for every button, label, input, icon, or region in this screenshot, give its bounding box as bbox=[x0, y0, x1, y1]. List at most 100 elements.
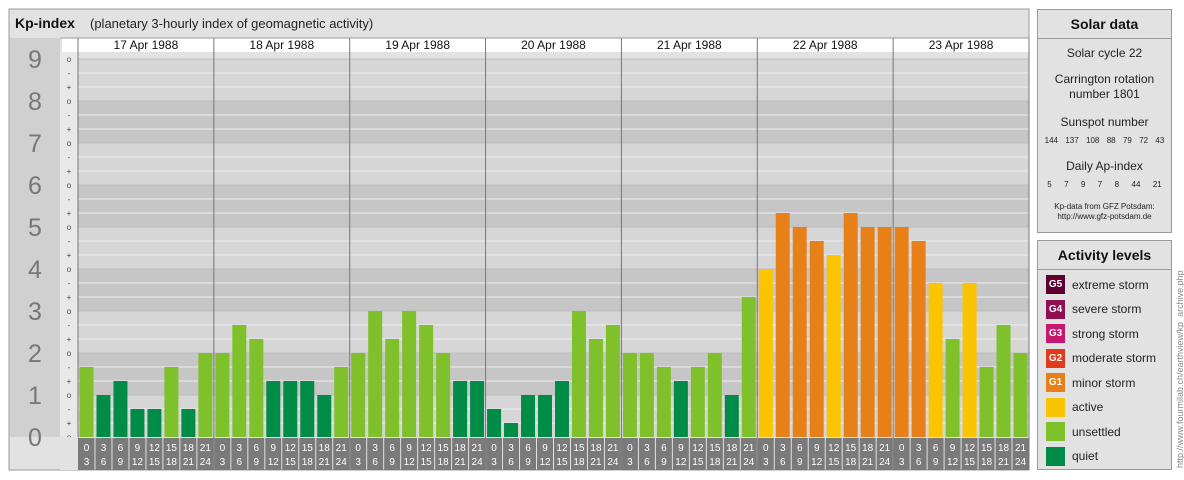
hour-label-start: 21 bbox=[200, 443, 212, 454]
legend-label: moderate storm bbox=[1072, 351, 1157, 366]
hour-cell bbox=[978, 438, 995, 470]
minor-tick-mark: - bbox=[68, 363, 71, 372]
hour-cell bbox=[757, 438, 774, 470]
minor-tick-mark: - bbox=[68, 111, 71, 120]
kp-bar bbox=[656, 366, 671, 437]
kp-bar bbox=[96, 395, 111, 437]
kp-bar bbox=[622, 353, 637, 437]
hour-cell bbox=[180, 438, 197, 470]
hour-label-start: 3 bbox=[508, 443, 514, 454]
source-line2: http://www.gfz-potsdam.de bbox=[1057, 212, 1152, 221]
hour-label-end: 15 bbox=[556, 457, 568, 468]
hour-label-end: 24 bbox=[879, 457, 891, 468]
solar-data-panel: Solar data Solar cycle 22 Carrington rot… bbox=[1037, 9, 1172, 233]
hour-cell bbox=[163, 438, 180, 470]
hour-label-start: 12 bbox=[828, 443, 840, 454]
kp-bar bbox=[317, 395, 332, 437]
hour-label-end: 12 bbox=[539, 457, 551, 468]
hour-cell bbox=[910, 438, 927, 470]
hour-label-start: 9 bbox=[814, 443, 820, 454]
hour-cell bbox=[587, 438, 604, 470]
minor-tick-mark: - bbox=[68, 69, 71, 78]
hour-label-start: 12 bbox=[285, 443, 297, 454]
credit-text: http://www.fourmilab.ch/earthview/kp_arc… bbox=[1176, 270, 1184, 468]
chart-subtitle: (planetary 3-hourly index of geomagnetic… bbox=[90, 16, 373, 31]
hour-label-end: 15 bbox=[285, 457, 297, 468]
carrington-line2: number 1801 bbox=[1069, 87, 1140, 101]
solar-data-title: Solar data bbox=[1038, 10, 1171, 39]
hour-cell bbox=[655, 438, 672, 470]
sunspot-title: Sunspot number bbox=[1060, 115, 1149, 129]
hour-cell bbox=[638, 438, 655, 470]
hour-label-end: 21 bbox=[726, 457, 738, 468]
hour-label-start: 21 bbox=[879, 443, 891, 454]
hour-label-start: 9 bbox=[542, 443, 548, 454]
kp-bar bbox=[945, 339, 960, 437]
credit-url: http://www.fourmilab.ch/earthview/kp_arc… bbox=[1176, 270, 1184, 468]
minor-tick-mark: + bbox=[67, 209, 72, 218]
hour-label-start: 18 bbox=[726, 443, 738, 454]
kp-bar bbox=[707, 353, 722, 437]
hour-cell bbox=[78, 438, 95, 470]
day-separators bbox=[60, 37, 1030, 470]
minor-tick-mark: + bbox=[67, 125, 72, 134]
y-tick-label: 5 bbox=[28, 214, 42, 242]
ap-numbers: 5 7 9 7 8 44 21 bbox=[1038, 180, 1171, 189]
y-label-column bbox=[10, 38, 60, 437]
hour-label-start: 15 bbox=[302, 443, 314, 454]
hour-label-start: 15 bbox=[166, 443, 178, 454]
legend-g3: G3 strong storm bbox=[1046, 324, 1171, 344]
legend-swatch bbox=[1046, 422, 1065, 442]
legend-unsettled: unsettled bbox=[1046, 422, 1171, 442]
kp-bar bbox=[911, 240, 926, 437]
hour-label-start: 12 bbox=[421, 443, 433, 454]
hour-label-start: 18 bbox=[590, 443, 602, 454]
day-labels: 17 Apr 1988 18 Apr 1988 19 Apr 1988 20 Apr … bbox=[114, 38, 994, 52]
minor-tick-mark: - bbox=[68, 279, 71, 288]
hour-label-start: 12 bbox=[964, 443, 976, 454]
hour-cell bbox=[740, 438, 757, 470]
minor-tick-column bbox=[60, 52, 78, 437]
hour-label-start: 18 bbox=[862, 443, 874, 454]
hour-label-start: 21 bbox=[1015, 443, 1027, 454]
minor-tick-mark: + bbox=[67, 167, 72, 176]
legend-g1: G1 minor storm bbox=[1046, 373, 1171, 393]
kp-bar bbox=[198, 353, 213, 437]
hour-label-start: 3 bbox=[237, 443, 243, 454]
hour-label-start: 15 bbox=[438, 443, 450, 454]
kp-bar bbox=[470, 381, 485, 437]
hour-label-end: 21 bbox=[862, 457, 874, 468]
hour-cell bbox=[604, 438, 621, 470]
hour-label-end: 24 bbox=[1015, 457, 1027, 468]
hour-label-end: 3 bbox=[899, 457, 905, 468]
ap-value: 8 bbox=[1114, 180, 1120, 189]
hour-label-end: 24 bbox=[607, 457, 619, 468]
hour-label-end: 15 bbox=[149, 457, 161, 468]
hour-cell bbox=[248, 438, 265, 470]
ap-value: 7 bbox=[1064, 180, 1069, 189]
kp-bar bbox=[555, 381, 569, 437]
y-tick-label: 1 bbox=[28, 382, 42, 410]
hour-label-start: 12 bbox=[692, 443, 704, 454]
sunspot-value: 72 bbox=[1139, 136, 1149, 145]
hour-cell bbox=[299, 438, 316, 470]
hour-cell bbox=[384, 438, 401, 470]
hour-label-start: 6 bbox=[933, 443, 939, 454]
kp-bar bbox=[385, 339, 400, 437]
hour-label-start: 9 bbox=[678, 443, 684, 454]
kp-bar bbox=[147, 408, 162, 437]
kp-bar bbox=[181, 408, 196, 437]
legend-g5: G5 extreme storm bbox=[1046, 275, 1171, 295]
hour-label-start: 3 bbox=[780, 443, 786, 454]
y-axis-labels: 0 1 2 3 4 5 6 7 8 9 bbox=[28, 46, 42, 452]
kp-bar bbox=[843, 213, 858, 437]
day-label: 17 Apr 1988 bbox=[114, 38, 179, 52]
hour-cell bbox=[350, 438, 367, 470]
kp-band bbox=[10, 353, 1029, 395]
minor-tick-mark: + bbox=[67, 377, 72, 386]
minor-tick-mark: + bbox=[67, 83, 72, 92]
ap-title: Daily Ap-index bbox=[1066, 159, 1143, 173]
hour-cell bbox=[401, 438, 418, 470]
minor-tick-mark: - bbox=[68, 237, 71, 246]
hour-cell bbox=[842, 438, 859, 470]
